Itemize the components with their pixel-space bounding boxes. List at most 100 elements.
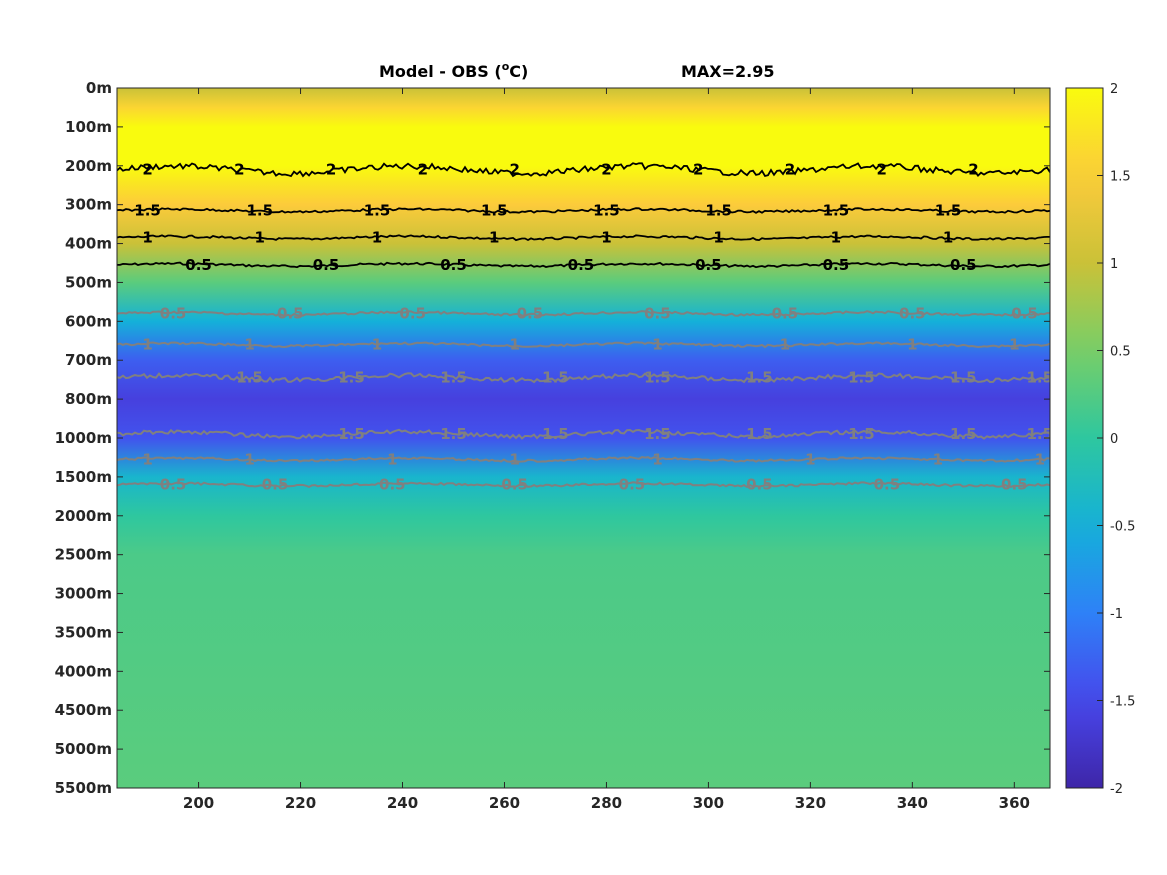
contour-label: 0.5 — [644, 305, 671, 323]
contour-label: 0.5 — [823, 256, 850, 274]
contour-label: 1 — [387, 450, 397, 468]
contour-label: 1.5 — [542, 425, 569, 443]
y-tick-label: 1500m — [55, 468, 112, 486]
y-tick-label: 300m — [65, 196, 112, 214]
contour-label: 1.5 — [481, 202, 508, 220]
contour-label: 1 — [244, 336, 254, 354]
contour-label: 1.5 — [644, 369, 671, 387]
colorbar-tick-label: -1 — [1110, 607, 1123, 622]
contour-label: 1 — [652, 450, 662, 468]
colorbar-tick-label: 0.5 — [1110, 345, 1131, 360]
contour-label: 1.5 — [1027, 369, 1054, 387]
y-tick-label: 700m — [65, 351, 112, 369]
colorbar-tick-label: -0.5 — [1110, 520, 1135, 535]
contour-label: 1.5 — [935, 202, 962, 220]
y-tick-label: 2000m — [55, 507, 112, 525]
y-tick-label: 200m — [65, 157, 112, 175]
contour-label: 1.5 — [338, 369, 365, 387]
contour-label: 1.5 — [746, 369, 773, 387]
contour-label: 1.5 — [1027, 425, 1054, 443]
contour-label: 2 — [509, 161, 519, 179]
contour-label: 0.5 — [899, 305, 926, 323]
contour-label: 1 — [142, 336, 152, 354]
heatmap-field — [117, 88, 1050, 788]
contour-label: 2 — [693, 161, 703, 179]
contour-label: 1.5 — [823, 202, 850, 220]
contour-label: 0.5 — [379, 476, 406, 494]
contour-label: 2 — [601, 161, 611, 179]
x-tick-label: 340 — [897, 794, 928, 812]
y-tick-label: 4500m — [55, 701, 112, 719]
contour-label: 1.5 — [848, 425, 875, 443]
contour-label: 0.5 — [262, 476, 289, 494]
contour-line — [117, 310, 1050, 318]
x-tick-label: 320 — [795, 794, 826, 812]
x-tick-label: 200 — [183, 794, 214, 812]
contour-label: 0.5 — [950, 256, 977, 274]
contour-label: 0.5 — [399, 305, 426, 323]
y-tick-label: 3500m — [55, 623, 112, 641]
contour-label: 1 — [509, 450, 519, 468]
contour-label: 1.5 — [364, 202, 391, 220]
y-tick-label: 2500m — [55, 546, 112, 564]
contour-line — [117, 481, 1050, 489]
contour-label: 0.5 — [568, 256, 595, 274]
contour-label: 1 — [713, 229, 723, 247]
contour-label: 2 — [234, 161, 244, 179]
contour-label: 0.5 — [874, 476, 901, 494]
x-tick-label: 260 — [489, 794, 520, 812]
x-tick-label: 360 — [999, 794, 1030, 812]
contour-label: 1.5 — [950, 425, 977, 443]
contour-line — [117, 428, 1050, 440]
x-tick-label: 220 — [285, 794, 316, 812]
contour-label: 1.5 — [338, 425, 365, 443]
contour-label: 1.5 — [542, 369, 569, 387]
x-tick-label: 240 — [387, 794, 418, 812]
contour-label: 0.5 — [619, 476, 646, 494]
max-annotation: MAX=2.95 — [681, 62, 775, 81]
contour-label: 0.5 — [1001, 476, 1028, 494]
contour-label: 1 — [1009, 336, 1019, 354]
contour-label: 1 — [831, 229, 841, 247]
contour-line — [117, 372, 1050, 384]
contour-label: 0.5 — [1011, 305, 1038, 323]
contour-label: 1.5 — [440, 425, 467, 443]
contour-label: 0.5 — [517, 305, 544, 323]
contour-label: 0.5 — [160, 476, 187, 494]
y-tick-label: 5000m — [55, 740, 112, 758]
contour-label: 2 — [968, 161, 978, 179]
colorbar-tick-label: -1.5 — [1110, 695, 1135, 710]
colorbar-tick-label: 0 — [1110, 432, 1118, 447]
colorbar-ticks: 2 1.5 1 0.5 0 -0.5 -1 -1.5 -2 — [1097, 82, 1135, 797]
contour-label: 1 — [489, 229, 499, 247]
chart-title: Model - OBS (oC) — [379, 60, 528, 81]
contour-line — [117, 234, 1050, 242]
contour-label: 1 — [255, 229, 265, 247]
colorbar-tick-label: 1.5 — [1110, 170, 1131, 185]
contour-label: 1.5 — [134, 202, 161, 220]
contour-lines: 0.5 0.5 0.5 0.5 0.5 0.5 0.5 1 1 1 1 1 1 1 1 1.5 1.5 1.5 1.… — [117, 161, 1054, 494]
contour-label: 1 — [142, 229, 152, 247]
contour-line — [117, 162, 1050, 178]
y-tick-label: 500m — [65, 273, 112, 291]
contour-label: 1 — [372, 336, 382, 354]
y-tick-label: 3000m — [55, 585, 112, 603]
plot-area: 0.5 0.5 0.5 0.5 0.5 0.5 0.5 1 1 1 1 1 1 1 1 1.5 1.5 1.5 1.… — [117, 88, 1054, 788]
y-axis: 0m 100m 200m 300m 400m 500m 600m 700m 800m 1000m 1… — [55, 79, 1050, 797]
contour-label: 1 — [142, 450, 152, 468]
contour-label: 1.5 — [705, 202, 732, 220]
contour-label: 0.5 — [440, 256, 467, 274]
contour-label: 2 — [142, 161, 152, 179]
contour-label: 2 — [418, 161, 428, 179]
contour-label: 1 — [372, 229, 382, 247]
contour-label: 1.5 — [848, 369, 875, 387]
contour-label: 2 — [785, 161, 795, 179]
contour-label: 1.5 — [236, 369, 263, 387]
x-tick-label: 280 — [591, 794, 622, 812]
y-tick-label: 0m — [86, 79, 112, 97]
contour-line — [117, 261, 1050, 269]
x-axis: 200 220 240 260 280 300 320 340 360 — [183, 88, 1030, 812]
contour-line — [117, 341, 1050, 349]
y-tick-label: 1000m — [55, 429, 112, 447]
